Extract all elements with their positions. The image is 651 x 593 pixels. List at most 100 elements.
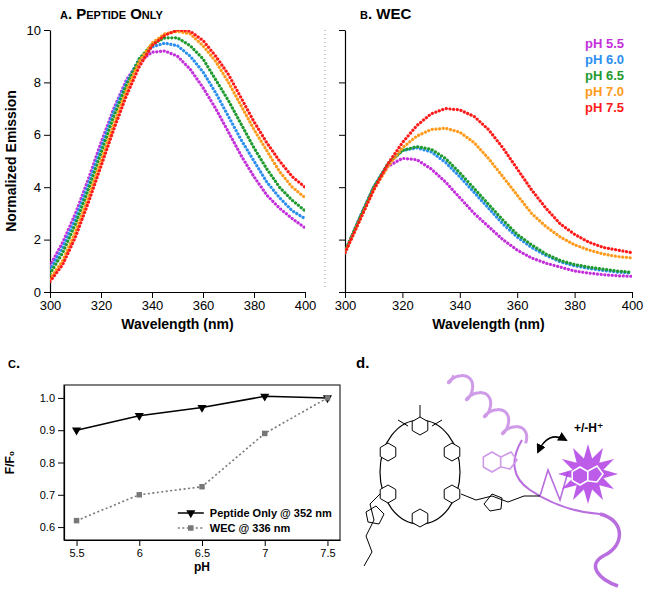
panel: 3003203403603804000246810a. Peptide Only… <box>3 5 316 332</box>
triazole <box>366 506 384 524</box>
x-tick: 5.5 <box>69 540 84 559</box>
y-axis: 0.60.70.80.91.0 <box>40 386 65 541</box>
helix <box>448 375 526 443</box>
y-tick-mark <box>44 240 50 241</box>
y-tick-mark <box>58 463 64 464</box>
x-tick-label: 300 <box>335 298 357 313</box>
x-tick-label: 5.5 <box>69 547 84 559</box>
y-tick <box>339 187 345 188</box>
y-axis-line <box>50 31 51 293</box>
x-tick-mark <box>101 292 102 298</box>
x-tick: 380 <box>244 292 266 313</box>
x-tick: 320 <box>91 292 113 313</box>
y-tick-label: 0.7 <box>40 489 55 501</box>
x-tick: 320 <box>392 292 414 313</box>
y-axis <box>339 31 346 293</box>
series-line <box>77 396 328 430</box>
y-tick: 0.7 <box>40 489 64 501</box>
y-tick: 4 <box>34 180 50 195</box>
x-tick-mark <box>265 540 266 546</box>
macrocycle <box>380 420 460 524</box>
y-axis-line <box>64 386 65 541</box>
x-tick-mark <box>139 540 140 546</box>
y-tick-mark <box>339 82 345 83</box>
y-tick-label: 6 <box>34 127 41 142</box>
x-tick-label: 320 <box>392 298 414 313</box>
backbone <box>595 514 619 586</box>
legend-entry: pH 7.0 <box>585 84 624 99</box>
legend-entry: Peptide Only @ 352 nm <box>178 507 332 519</box>
y-tick-mark <box>339 240 345 241</box>
x-tick-label: 400 <box>295 298 317 313</box>
diagram: d.+/-H⁺ <box>356 354 619 586</box>
series-line <box>50 43 305 270</box>
series-line <box>345 128 632 258</box>
y-tick <box>339 30 345 31</box>
x-tick-label: 7.5 <box>320 547 335 559</box>
x-tick-mark <box>345 292 346 298</box>
y-tick-mark <box>339 30 345 31</box>
y-tick-mark <box>44 135 50 136</box>
y-tick-mark <box>339 135 345 136</box>
y-tick-label: 0.8 <box>40 457 55 469</box>
y-tick-mark <box>58 398 64 399</box>
x-tick-label: 6.5 <box>195 547 210 559</box>
series-marker <box>137 492 142 497</box>
series-line <box>50 38 305 274</box>
series-marker <box>74 518 79 523</box>
y-axis: 0246810 <box>27 23 51 300</box>
series-marker <box>262 431 267 436</box>
y-tick <box>339 82 345 83</box>
y-tick-label: 1.0 <box>40 392 55 404</box>
y-tick-mark <box>44 82 50 83</box>
x-tick-mark <box>305 292 306 298</box>
y-tick-mark <box>339 292 345 293</box>
x-tick: 340 <box>449 292 471 313</box>
proton-arrow <box>538 437 566 452</box>
series-line <box>345 158 632 276</box>
y-tick: 0.8 <box>40 457 64 469</box>
x-tick-label: 380 <box>244 298 266 313</box>
x-tick-mark <box>632 292 633 298</box>
y-tick: 8 <box>34 75 50 90</box>
x-axis: 300320340360380400 <box>40 292 317 313</box>
x-tick-mark <box>203 292 204 298</box>
x-tick-label: 7 <box>262 547 268 559</box>
series-marker <box>135 413 144 421</box>
x-tick: 340 <box>142 292 164 313</box>
panel-title: c. <box>8 354 20 371</box>
legend-entry: WEC @ 336 nm <box>178 522 291 534</box>
x-tick-mark <box>50 292 51 298</box>
indole <box>483 452 500 472</box>
legend-entry: pH 7.5 <box>585 100 624 115</box>
x-tick-label: 320 <box>91 298 113 313</box>
x-tick-mark <box>517 292 518 298</box>
x-tick: 360 <box>193 292 215 313</box>
y-tick-mark <box>44 30 50 31</box>
y-axis-title: Normalized Emission <box>3 90 19 232</box>
x-axis-line <box>346 292 633 293</box>
x-tick: 6.5 <box>195 540 210 559</box>
panel-separator <box>325 30 326 290</box>
y-tick <box>339 240 345 241</box>
legend-entry: pH 5.5 <box>585 36 624 51</box>
y-tick-label: 8 <box>34 75 41 90</box>
x-tick: 380 <box>564 292 586 313</box>
x-tick: 400 <box>295 292 317 313</box>
y-tick <box>339 292 345 293</box>
series-line <box>345 109 632 253</box>
legend-label: WEC @ 336 nm <box>210 522 291 534</box>
plot-area <box>345 109 632 277</box>
y-tick: 0.9 <box>40 424 64 436</box>
x-tick-mark <box>327 540 328 546</box>
x-tick-mark <box>254 292 255 298</box>
arene-ring <box>444 443 460 461</box>
x-tick-mark <box>575 292 576 298</box>
x-axis-line <box>51 292 306 293</box>
series-marker <box>199 484 204 489</box>
legend: Peptide Only @ 352 nm WEC @ 336 nm <box>178 507 332 534</box>
triazole <box>484 494 502 511</box>
panel: 300320340360380400b. WECWavelength (nm)p… <box>335 5 644 332</box>
indole <box>588 466 603 482</box>
methoxy <box>398 405 442 426</box>
